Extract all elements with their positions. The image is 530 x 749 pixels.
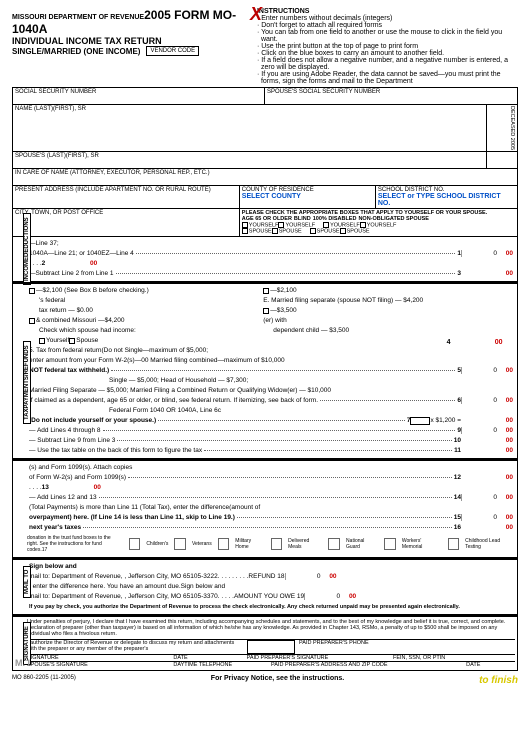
x-mark: X — [250, 4, 262, 25]
deceased-col[interactable]: DECEASED 2005 — [487, 105, 517, 151]
workers-icon[interactable] — [384, 538, 396, 550]
line14-amount[interactable]: 0 — [461, 494, 499, 501]
preparer-addr[interactable]: PAID PREPARER'S ADDRESS AND ZIP CODE — [271, 662, 466, 668]
side-tax: TAXPAYMENTS/REFUNDS — [23, 341, 31, 424]
spouse-name-cell[interactable]: SPOUSE'S (LAST)(FIRST), SR — [13, 152, 487, 168]
guard-icon[interactable] — [328, 538, 340, 550]
form-title: 2005 FORM MO-1040A — [12, 8, 236, 36]
signature-field[interactable]: SIGNATURE — [27, 655, 173, 661]
city-cell[interactable]: CITY, TOWN, OR POST OFFICE — [13, 209, 240, 236]
instr-item: · Don't forget to attach all required fo… — [261, 22, 518, 29]
checkbox[interactable] — [29, 288, 35, 294]
to-finish: to finish — [479, 675, 518, 686]
military-icon[interactable] — [218, 538, 230, 550]
children-icon[interactable] — [129, 538, 141, 550]
county-cell[interactable]: COUNTY OF RESIDENCESELECT COUNTY — [240, 186, 376, 208]
meals-icon[interactable] — [271, 538, 283, 550]
auth-checkbox[interactable] — [247, 640, 295, 654]
vendor-box: VENDOR CODE — [146, 46, 199, 56]
checkbox[interactable] — [242, 228, 248, 234]
side-income: INCOMEDEDUCTIONS — [23, 213, 31, 285]
instr-item: · Use the print button at the top of pag… — [261, 43, 518, 50]
checkbox[interactable] — [69, 338, 75, 344]
select-county[interactable]: SELECT COUNTY — [242, 193, 301, 200]
instructions: INSTRUCTIONS · Enter numbers without dec… — [257, 8, 518, 85]
spouse-ssn-cell[interactable]: SPOUSE'S SOCIAL SECURITY NUMBER — [265, 88, 517, 104]
fein-field[interactable]: FEIN, SSN, OR PTIN — [393, 655, 515, 661]
trust-fund-row: donation in the trust fund boxes to the … — [27, 535, 515, 553]
line15-amount[interactable]: 0 — [461, 514, 499, 521]
preparer-sig[interactable]: PAID PREPARER'S SIGNATURE — [247, 655, 393, 661]
name-cell[interactable]: NAME (LAST)(FIRST), SR — [13, 105, 487, 151]
instr-item: · Enter numbers without decimals (intege… — [261, 15, 518, 22]
date-field[interactable]: DATE — [173, 655, 246, 661]
instr-item: · If a field does not allow a negative n… — [261, 57, 518, 71]
school-cell[interactable]: SCHOOL DISTRICT NO.SELECT or TYPE SCHOOL… — [376, 186, 517, 208]
veterans-icon[interactable] — [174, 538, 186, 550]
checkbox[interactable] — [29, 318, 35, 324]
side-mailto: MAIL TO — [23, 565, 31, 597]
header-row: MISSOURI DEPARTMENT OF REVENUE2005 FORM … — [12, 8, 518, 85]
refund-amount[interactable]: 0 — [285, 573, 323, 580]
checkbox[interactable] — [263, 308, 269, 314]
instr-item: · If you are using Adobe Reader, the dat… — [261, 71, 518, 85]
line5-amount[interactable]: 0 — [461, 367, 499, 374]
ssn-cell[interactable]: SOCIAL SECURITY NUMBER — [13, 88, 265, 104]
line9-amount[interactable]: 0 — [461, 427, 499, 434]
perjury-text: Under penalties of perjury, I declare th… — [27, 619, 515, 637]
address-cell[interactable]: PRESENT ADDRESS (INCLUDE APARTMENT NO. O… — [13, 186, 240, 208]
line6-amount[interactable]: 0 — [461, 397, 499, 404]
checkbox[interactable] — [242, 222, 248, 228]
mi-label: M. I. — [15, 658, 33, 668]
checkbox[interactable] — [39, 338, 45, 344]
line1-amount[interactable]: 0 — [461, 250, 499, 257]
select-school[interactable]: SELECT or TYPE SCHOOL DISTRICT NO. — [378, 193, 501, 207]
checkbox[interactable] — [263, 288, 269, 294]
mailto-section: MAIL TO Sign below and mail to: Departme… — [12, 558, 518, 615]
checkbox[interactable] — [340, 228, 346, 234]
footer: MO 860-2205 (11-2005) For Privacy Notice… — [12, 675, 518, 686]
checkbox[interactable] — [360, 222, 366, 228]
title-line: INDIVIDUAL INCOME TAX RETURN — [12, 36, 253, 46]
dept-label: MISSOURI DEPARTMENT OF REVENUE — [12, 14, 144, 21]
dependent-count[interactable] — [410, 417, 430, 425]
form-page: X MISSOURI DEPARTMENT OF REVENUE2005 FOR… — [0, 0, 530, 749]
income-section: INCOMEDEDUCTIONS —Line 37; 1040A—Line 21… — [12, 237, 518, 282]
date2[interactable]: DATE — [466, 662, 515, 668]
instr-item: · Click on the blue boxes to carry an am… — [261, 50, 518, 57]
checkbox[interactable] — [278, 222, 284, 228]
daytime-phone[interactable]: DAYTIME TELEPHONE — [173, 662, 271, 668]
instr-item: · You can tab from one field to another … — [261, 29, 518, 43]
owe-amount[interactable]: 0 — [304, 593, 342, 600]
care-cell[interactable]: IN CARE OF NAME (ATTORNEY, EXECUTOR, PER… — [13, 169, 517, 185]
checkbox[interactable] — [310, 228, 316, 234]
privacy-notice: For Privacy Notice, see the instructions… — [211, 675, 344, 686]
instr-title: INSTRUCTIONS — [257, 8, 518, 15]
checkbox[interactable] — [323, 222, 329, 228]
deceased-box[interactable] — [487, 152, 517, 168]
payments-section: (s) and Form 1099(s). Attach copies of F… — [12, 459, 518, 558]
taxpayer-grid: SOCIAL SECURITY NUMBER SPOUSE'S SOCIAL S… — [12, 87, 518, 237]
paid-prep-phone[interactable]: PAID PREPARER'S PHONE — [299, 640, 515, 654]
check-boxes-cell: PLEASE CHECK THE APPROPRIATE BOXES THAT … — [240, 209, 517, 236]
checkbox[interactable] — [272, 228, 278, 234]
signature-section: SIGNATURE Under penalties of perjury, I … — [12, 615, 518, 671]
subtitle: SINGLE/MARRIED (ONE INCOME) — [12, 47, 140, 56]
deductions-section: TAXPAYMENTS/REFUNDS —$2,100 (See Box B b… — [12, 282, 518, 459]
auth-text: I authorize the Director of Revenue or d… — [27, 640, 243, 654]
form-number: MO 860-2205 (11-2005) — [12, 675, 76, 686]
spouse-sig[interactable]: SPOUSE'S SIGNATURE — [27, 662, 173, 668]
lead-icon[interactable] — [448, 538, 460, 550]
